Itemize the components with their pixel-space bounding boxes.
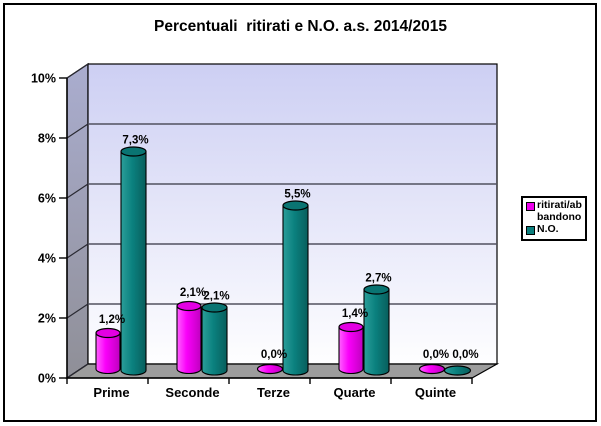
legend-box: ritirati/ab bandono N.O. [521, 196, 587, 241]
y-axis-label: 6% [38, 192, 56, 206]
bar-ritirati-abbandono-quinte [418, 363, 446, 375]
x-axis-label: Prime [93, 385, 129, 400]
bar-n-o--terze-body [283, 205, 308, 371]
bar-n-o--prime-top [120, 146, 147, 157]
value-label: 1,4% [342, 308, 368, 320]
x-axis-label: Quarte [334, 385, 376, 400]
legend-label: bandono [537, 210, 582, 223]
bar-n-o--seconde-top [201, 302, 228, 313]
y-axis-label: 2% [38, 312, 56, 326]
value-label: 2,1% [180, 287, 206, 299]
side-wall-gridline [66, 123, 89, 139]
side-wall-gridline [66, 363, 89, 379]
legend-item: N.O. [526, 222, 583, 236]
bar-n-o--terze-top [282, 200, 309, 211]
bar-ritirati-abbandono-prime-top [95, 327, 121, 339]
legend-item: ritirati/ab [526, 199, 583, 212]
legend-swatch-icon [526, 225, 535, 235]
value-label: 2,1% [203, 291, 229, 303]
bar-ritirati-abbandono-seconde-body [177, 306, 201, 369]
y-axis-label: 4% [38, 252, 56, 266]
side-wall-gridline [66, 243, 89, 259]
side-wall-gridline [66, 303, 89, 319]
value-label: 2,7% [365, 273, 391, 285]
value-label: 0,0% [261, 349, 287, 361]
chart-title: Percentuali ritirati e N.O. a.s. 2014/20… [154, 18, 447, 35]
bar-n-o--prime-body [121, 151, 146, 371]
bar-ritirati-abbandono-quarte-top [338, 321, 364, 333]
side-wall [66, 62, 89, 380]
bar-ritirati-abbandono-terze [256, 363, 284, 375]
bar-ritirati-abbandono-quarte-body [339, 327, 363, 369]
bar-n-o--seconde-body [202, 307, 227, 371]
value-label: 5,5% [284, 189, 310, 201]
y-axis-label: 8% [38, 132, 56, 146]
y-axis-label: 0% [38, 372, 56, 386]
bar-n-o--quarte-top [363, 284, 390, 295]
side-wall-gridline [66, 63, 89, 79]
y-axis-label: 10% [31, 72, 56, 86]
side-wall-gridline [66, 183, 89, 199]
value-label: 7,3% [122, 135, 148, 147]
value-label: 1,2% [99, 314, 125, 326]
x-axis-label: Quinte [415, 385, 456, 400]
value-label: 0,0% [423, 349, 449, 361]
x-axis-label: Terze [257, 385, 290, 400]
x-axis-label: Seconde [165, 385, 219, 400]
bar-ritirati-abbandono-seconde-top [176, 300, 202, 312]
bar-ritirati-abbandono-prime-body [96, 333, 120, 369]
legend-label: ritirati/ab [537, 199, 582, 211]
bar-n-o--quarte-body [364, 289, 389, 371]
value-label: 0,0% [452, 349, 478, 361]
legend-swatch-icon [526, 202, 535, 211]
legend-label: N.O. [537, 222, 559, 235]
bar-n-o--quinte [443, 365, 472, 376]
